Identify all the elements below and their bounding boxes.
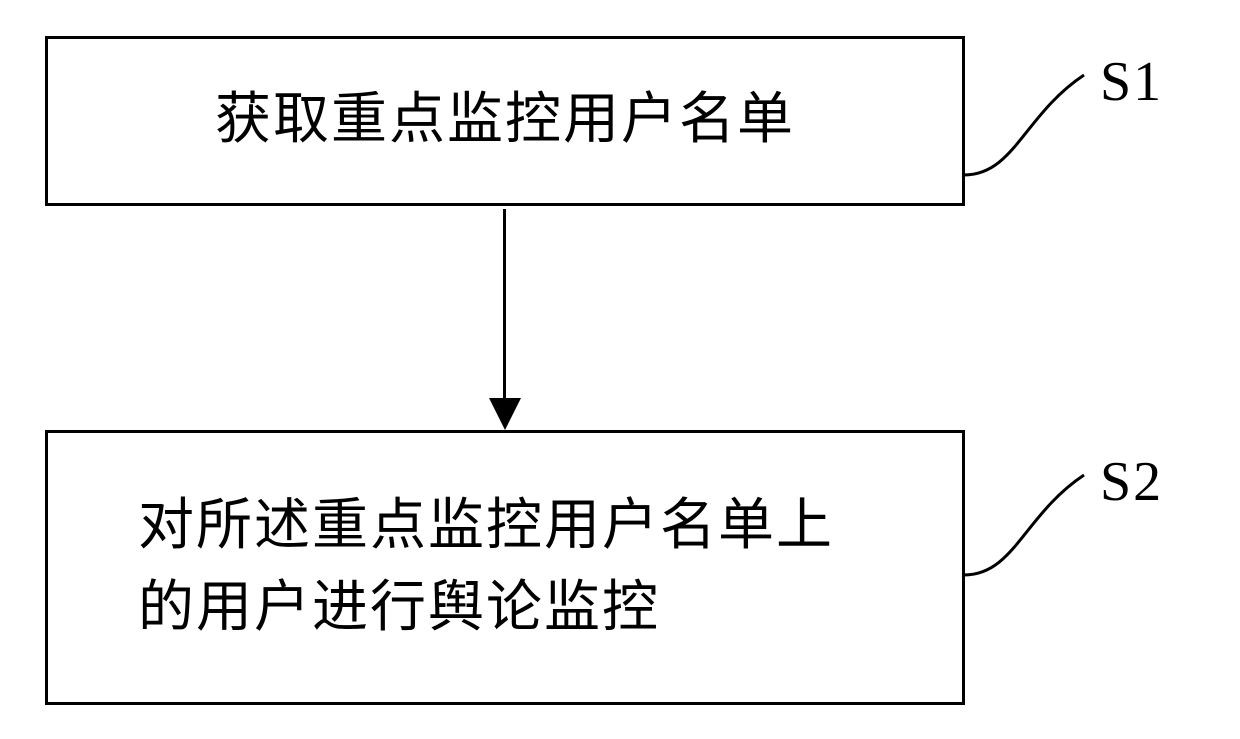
step-label-s1: S1 (1100, 50, 1163, 114)
flowchart-step-s1: 获取重点监控用户名单 (45, 36, 965, 206)
step-label-s2: S2 (1100, 450, 1163, 514)
flowchart-step-s2: 对所述重点监控用户名单上的用户进行舆论监控 (45, 430, 965, 705)
flowchart-container: 获取重点监控用户名单 S1 对所述重点监控用户名单上的用户进行舆论监控 S2 (0, 0, 1240, 739)
step-s2-text: 对所述重点监控用户名单上的用户进行舆论监控 (48, 486, 962, 648)
flow-arrow-head (489, 398, 521, 430)
flow-arrow-line (503, 209, 506, 404)
connector-line-s1 (964, 70, 1104, 180)
connector-line-s2 (964, 470, 1104, 580)
step-s1-text: 获取重点监控用户名单 (215, 80, 795, 161)
